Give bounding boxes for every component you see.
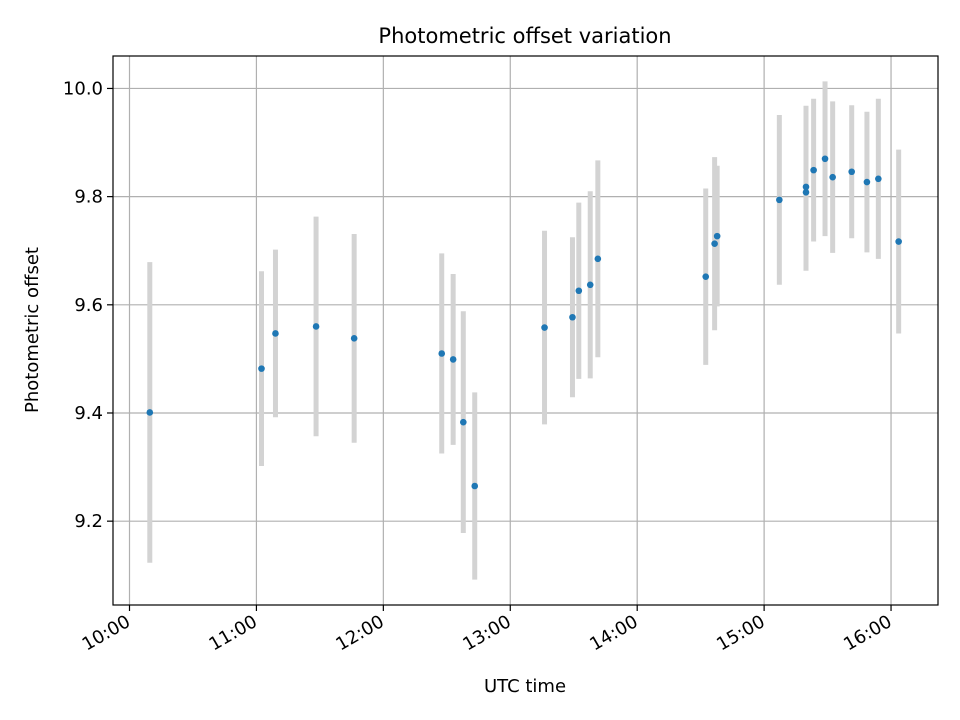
y-tick-label: 9.6 — [74, 295, 103, 316]
data-point — [594, 255, 602, 263]
x-axis-label: UTC time — [484, 676, 566, 697]
data-point — [702, 273, 710, 280]
data-point — [863, 178, 871, 186]
data-point — [810, 166, 817, 174]
data-point — [569, 313, 576, 321]
y-tick-label: 9.4 — [74, 403, 103, 424]
data-point — [586, 281, 594, 289]
data-points — [146, 155, 902, 490]
plot-frame — [112, 55, 939, 606]
data-point — [713, 232, 721, 240]
y-tick-label: 9.2 — [74, 511, 103, 532]
data-point — [711, 240, 718, 247]
y-axis-ticks: 9.2 9.4 9.6 9.8 10.0 — [63, 78, 113, 532]
data-point — [776, 196, 783, 204]
data-point — [438, 350, 446, 357]
data-point — [272, 330, 279, 337]
data-point — [146, 409, 154, 416]
data-point — [471, 482, 479, 490]
data-point — [802, 189, 810, 196]
data-point — [258, 365, 265, 372]
data-point — [449, 356, 457, 363]
data-point — [821, 155, 829, 163]
data-point — [575, 287, 583, 295]
y-axis-label: Photometric offset — [22, 247, 43, 413]
data-point — [541, 324, 548, 331]
y-tick-label: 9.8 — [74, 187, 103, 208]
chart-title: Photometric offset variation — [378, 24, 671, 48]
data-point — [875, 175, 882, 183]
y-tick-label: 10.0 — [63, 78, 103, 99]
grid — [113, 56, 938, 605]
data-point — [312, 323, 320, 330]
data-point — [829, 173, 836, 181]
data-point — [848, 168, 855, 176]
data-point — [802, 183, 810, 191]
data-point — [460, 418, 467, 426]
data-point — [895, 238, 902, 245]
data-point — [350, 335, 358, 342]
